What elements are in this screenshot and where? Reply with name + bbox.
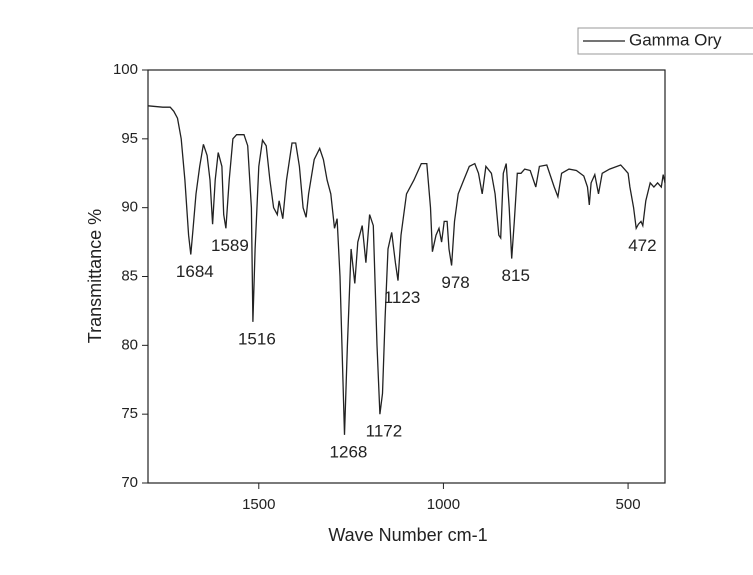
y-tick-label: 80: [121, 336, 138, 353]
x-tick-label: 1500: [242, 496, 275, 513]
y-tick-label: 90: [121, 199, 138, 216]
peak-label: 1268: [330, 442, 368, 461]
peak-label: 1516: [238, 329, 276, 348]
legend-box: [577, 27, 753, 55]
peak-label: 472: [628, 236, 656, 255]
y-tick-label: 75: [121, 405, 138, 422]
y-tick-label: 85: [121, 267, 138, 284]
spectrum-line: [147, 105, 666, 435]
peak-label: 1589: [211, 236, 249, 255]
x-axis-title: Wave Number cm-1: [328, 525, 487, 545]
peak-label: 815: [502, 266, 530, 285]
x-tick-label: 1000: [427, 496, 460, 513]
y-tick-label: 95: [121, 130, 138, 147]
x-tick-label: 500: [616, 496, 641, 513]
plot-frame: [147, 69, 666, 484]
peak-label: 1123: [384, 288, 421, 307]
peak-label: 1684: [176, 262, 214, 281]
peak-label: 1172: [366, 422, 403, 441]
y-tick-label: 100: [113, 61, 138, 78]
peak-label: 978: [441, 273, 469, 292]
y-axis-title: Transmittance %: [85, 209, 105, 343]
legend-label: Gamma Ory: [629, 30, 722, 49]
y-tick-label: 70: [121, 474, 138, 491]
